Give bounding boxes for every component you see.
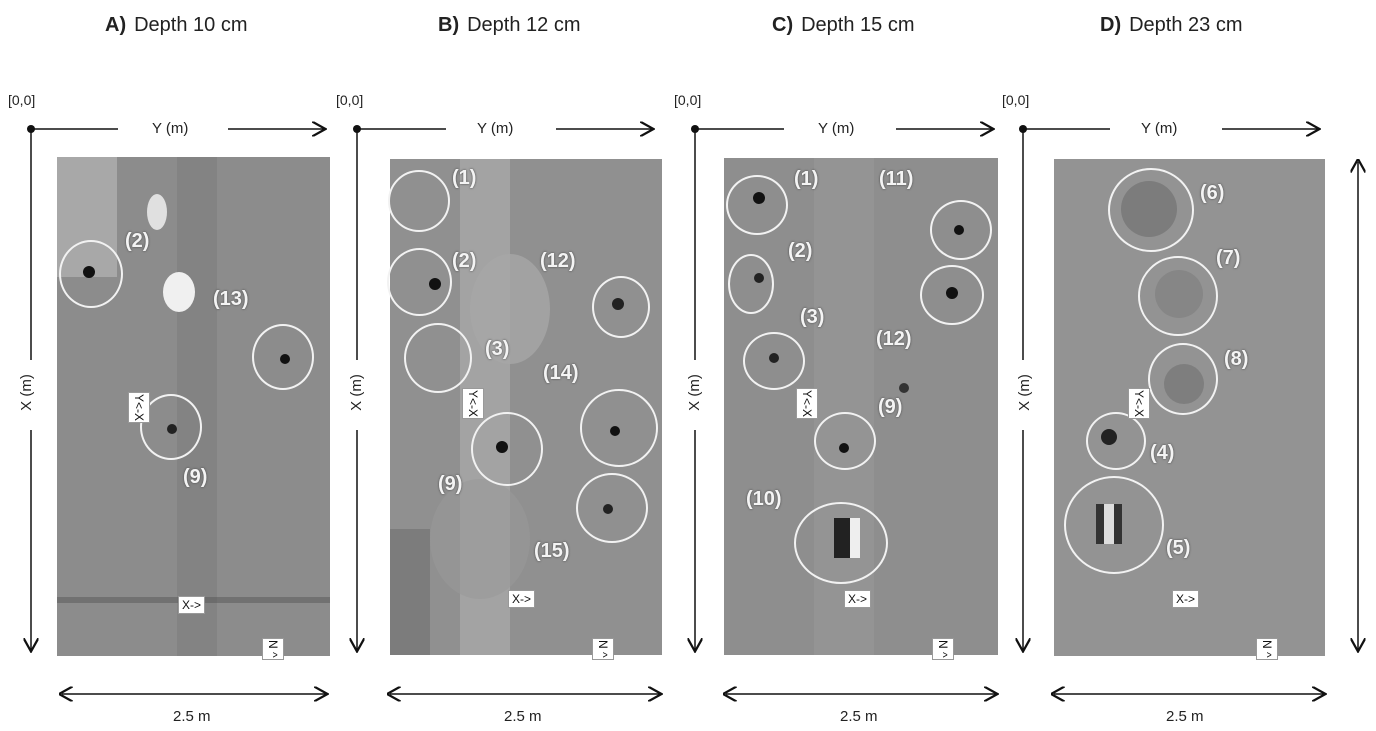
anomaly-circle xyxy=(388,170,450,232)
anomaly-label: (13) xyxy=(213,288,249,310)
panel-b-depth: Depth 12 cm xyxy=(467,14,581,36)
north-tag: N ^ xyxy=(1256,638,1278,660)
anomaly-label: (11) xyxy=(879,168,914,190)
anomaly-label: (9) xyxy=(183,466,208,488)
panel-b-origin: [0,0] xyxy=(336,92,364,108)
anomaly-label: (4) xyxy=(1150,442,1175,464)
anomaly-circle xyxy=(814,412,876,470)
panel-c-origin: [0,0] xyxy=(674,92,702,108)
anomaly-circle xyxy=(743,332,805,390)
panel-d-letter: D) xyxy=(1100,14,1122,36)
orientation-tag: Y<-X xyxy=(128,392,150,424)
panel-a-y-axis-label: Y (m) xyxy=(148,120,193,137)
orientation-tag: X-> xyxy=(844,590,872,608)
anomaly-label: (1) xyxy=(452,167,477,189)
anomaly-circle xyxy=(794,502,888,584)
orientation-tag: X-> xyxy=(508,590,536,608)
anomaly-circle xyxy=(140,394,202,460)
anomaly-circle xyxy=(576,473,648,543)
panel-a-scale-label: 2.5 m xyxy=(173,708,211,725)
anomaly-circle xyxy=(59,240,123,308)
anomaly-circle xyxy=(387,248,452,316)
anomaly-label: (2) xyxy=(788,240,813,262)
north-tag: N ^ xyxy=(262,638,284,660)
anomaly-label: (7) xyxy=(1216,247,1241,269)
anomaly-circle xyxy=(920,265,984,325)
panel-c-x-axis-label: X (m) xyxy=(685,374,703,411)
orientation-tag: Y<-X xyxy=(796,388,818,420)
panel-c-depth: Depth 15 cm xyxy=(801,14,915,36)
panel-a: A) Depth 10 cm [0,0] Y (m) X (m) (2) (13)… xyxy=(0,0,330,731)
panel-d-origin: [0,0] xyxy=(1002,92,1030,108)
anomaly-circle xyxy=(1108,168,1194,252)
panel-c: C) Depth 15 cm [0,0] Y (m) X (m) (1) (11)… xyxy=(664,0,998,731)
panel-b-title: B) Depth 12 cm xyxy=(438,14,581,37)
orientation-tag: Y<-X xyxy=(1128,388,1150,420)
anomaly-circle xyxy=(1138,256,1218,336)
anomaly-label: (9) xyxy=(878,396,903,418)
anomaly-label: (6) xyxy=(1200,182,1225,204)
panel-d-depth: Depth 23 cm xyxy=(1129,14,1243,36)
anomaly-label: (1) xyxy=(794,168,819,190)
panel-a-title: A) Depth 10 cm xyxy=(105,14,248,37)
anomaly-circle xyxy=(728,254,774,314)
anomaly-circle xyxy=(592,276,650,338)
panel-b-y-axis-label: Y (m) xyxy=(473,120,518,137)
anomaly-label: (3) xyxy=(800,306,825,328)
anomaly-label: (5) xyxy=(1166,537,1191,559)
panel-c-letter: C) xyxy=(772,14,794,36)
panel-d: D) Depth 23 cm [0,0] Y (m) X (m) (6) (7) … xyxy=(994,0,1376,731)
anomaly-label: (12) xyxy=(876,328,912,350)
anomaly-circle xyxy=(252,324,314,390)
panel-b-scale-label: 2.5 m xyxy=(504,708,542,725)
anomaly-label: (9) xyxy=(438,473,463,495)
panel-d-y-axis-label: Y (m) xyxy=(1137,120,1182,137)
anomaly-circle xyxy=(404,323,472,393)
orientation-tag: Y<-X xyxy=(462,388,484,420)
anomaly-label: (8) xyxy=(1224,348,1249,370)
panel-b: B) Depth 12 cm [0,0] Y (m) X (m) (1) (2) … xyxy=(330,0,662,731)
anomaly-label: (2) xyxy=(452,250,477,272)
anomaly-circle xyxy=(471,412,543,486)
panel-b-letter: B) xyxy=(438,14,460,36)
anomaly-label: (10) xyxy=(746,488,782,510)
anomaly-circle xyxy=(930,200,992,260)
orientation-tag: X-> xyxy=(178,596,206,614)
anomaly-circle xyxy=(1064,476,1164,574)
panel-a-x-axis-label: X (m) xyxy=(17,374,35,411)
anomaly-label: (14) xyxy=(543,362,579,384)
anomaly-label: (12) xyxy=(540,250,576,272)
anomaly-circle xyxy=(726,175,788,235)
orientation-tag: X-> xyxy=(1172,590,1200,608)
north-tag: N ^ xyxy=(592,638,614,660)
panel-c-y-axis-label: Y (m) xyxy=(814,120,859,137)
anomaly-circle xyxy=(1086,412,1146,470)
panel-d-scale-label: 2.5 m xyxy=(1166,708,1204,725)
anomaly-label: (15) xyxy=(534,540,570,562)
panel-d-title: D) Depth 23 cm xyxy=(1100,14,1243,37)
panel-a-letter: A) xyxy=(105,14,127,36)
anomaly-label: (2) xyxy=(125,230,150,252)
anomaly-label: (3) xyxy=(485,338,510,360)
panel-b-x-axis-label: X (m) xyxy=(347,374,365,411)
panel-c-title: C) Depth 15 cm xyxy=(772,14,915,37)
anomaly-circle xyxy=(580,389,658,467)
panel-d-x-axis-label: X (m) xyxy=(1015,374,1033,411)
panel-a-depth: Depth 10 cm xyxy=(134,14,248,36)
panel-a-origin: [0,0] xyxy=(8,92,36,108)
anomaly-circle xyxy=(1148,343,1218,415)
panel-c-scale-label: 2.5 m xyxy=(840,708,878,725)
north-tag: N ^ xyxy=(932,638,954,660)
